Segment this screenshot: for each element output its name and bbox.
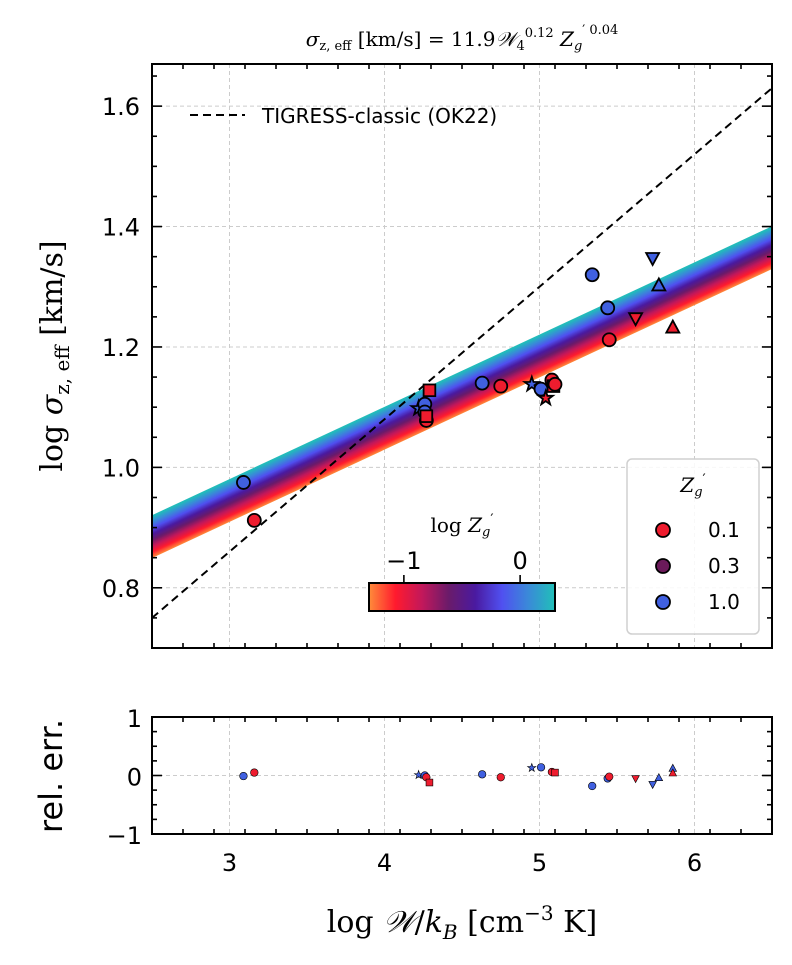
residual-points — [239, 762, 678, 791]
residual-point-triangle-up — [654, 773, 664, 781]
legend-label: 1.0 — [708, 590, 740, 614]
data-point-triangle-up — [650, 276, 667, 292]
residual-point-triangle-down — [648, 781, 657, 790]
data-point-circle — [236, 475, 251, 490]
x-tick-label: 4 — [377, 849, 392, 877]
residual-point-star — [526, 762, 537, 773]
legend-marker — [655, 558, 671, 574]
residual-ticks: −1 0 1 3 4 5 6 — [107, 705, 773, 877]
z-legend-title: Zg′ — [679, 472, 705, 500]
reference-legend-label: TIGRESS-classic (OK22) — [261, 104, 497, 128]
y-tick-label: 1.0 — [102, 454, 140, 482]
x-tick-label: 3 — [222, 849, 237, 877]
data-point-star — [521, 374, 542, 393]
residual-point-circle — [478, 770, 487, 779]
residual-point-triangle-down — [631, 775, 640, 784]
colorbar-bar — [368, 582, 556, 612]
residual-point-triangle-up — [668, 768, 678, 777]
colorbar-ticks: −1 0 — [386, 547, 528, 583]
data-point-circle — [493, 378, 509, 394]
residual-y-tick-label: 1 — [127, 705, 142, 733]
z-legend: Zg′ 0.1 0.3 1.0 — [626, 458, 760, 635]
data-point-circle — [246, 512, 262, 528]
y-tick-label: 1.6 — [102, 93, 140, 121]
data-point-circle — [600, 300, 616, 316]
x-tick-label: 6 — [687, 849, 702, 877]
x-tick-label: 5 — [532, 849, 547, 877]
xlabel: log 𝒲/kB [cm−3 K] — [327, 901, 598, 944]
legend-marker — [655, 594, 671, 610]
residual-point-circle — [250, 768, 259, 777]
main-ticks: 0.8 1.0 1.2 1.4 1.6 — [102, 64, 773, 649]
residual-point-circle — [496, 773, 505, 782]
residual-point-circle — [239, 771, 248, 781]
residual-point-circle — [588, 781, 597, 791]
reference-legend: TIGRESS-classic (OK22) — [190, 104, 497, 128]
reference-line — [152, 87, 772, 619]
legend-marker — [655, 522, 671, 538]
reference-line-path — [152, 87, 772, 619]
chart-title: σz, eff [km/s] = 11.9𝒲40.12 Zg′ 0.04 — [306, 23, 619, 54]
data-point-circle — [601, 332, 617, 348]
legend-label: 0.1 — [708, 518, 740, 542]
data-point-circle — [474, 375, 490, 391]
residual-point-circle — [605, 772, 614, 781]
data-point-circle — [584, 267, 600, 283]
data-point-triangle-down — [644, 252, 661, 267]
data-point-triangle-up — [664, 318, 681, 334]
residual-ylabel: rel. err. — [32, 719, 70, 833]
residual-point-square — [551, 768, 559, 777]
colorbar-label: log Zg′ — [430, 512, 493, 540]
legend-label: 0.3 — [708, 554, 740, 578]
residual-y-tick-label: 0 — [127, 764, 142, 792]
main-ylabel: log σz, eff [km/s] — [35, 240, 74, 471]
residual-point-circle — [536, 763, 546, 772]
data-point-square — [422, 383, 437, 398]
y-tick-label: 0.8 — [102, 575, 140, 603]
residual-y-tick-label: −1 — [107, 822, 142, 850]
colorbar-tick-label: −1 — [386, 547, 421, 575]
data-point-circle — [547, 376, 563, 392]
colorbar: log Zg′ −1 0 — [368, 512, 556, 612]
main-points — [236, 252, 681, 528]
colorbar-tick-label: 0 — [512, 547, 527, 575]
data-point-square — [419, 409, 434, 423]
y-tick-label: 1.2 — [102, 334, 140, 362]
y-tick-label: 1.4 — [102, 214, 140, 242]
data-point-star — [535, 387, 556, 407]
residual-point-square — [425, 778, 434, 787]
fit-band-strip — [152, 226, 772, 517]
data-point-triangle-down — [627, 312, 644, 328]
fit-band — [152, 226, 772, 559]
